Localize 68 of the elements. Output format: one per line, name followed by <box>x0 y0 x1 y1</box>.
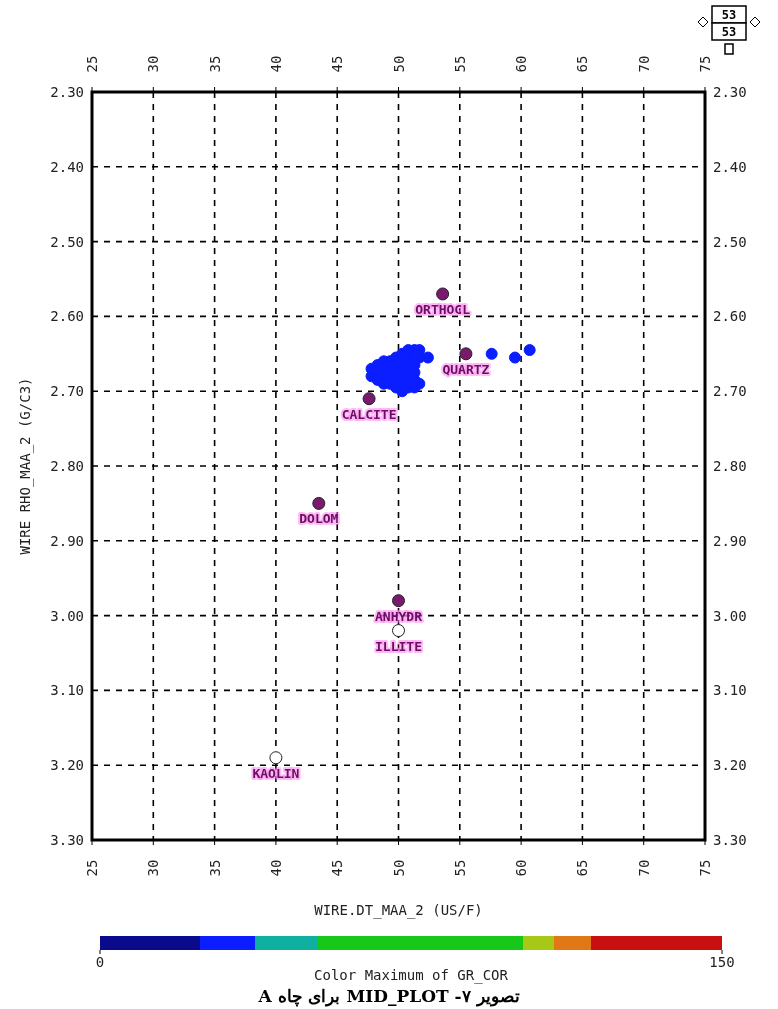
point <box>362 392 376 406</box>
point <box>459 347 473 361</box>
y2-tick-label: 2.30 <box>713 84 747 100</box>
y-axis-title: WIRE RHO_MAA_2 (G/C3) <box>17 377 34 555</box>
y2-tick-label: 2.70 <box>713 383 747 400</box>
x2-tick-label: 40 <box>267 859 284 877</box>
color-bar-title: Color Maximum of GR_COR <box>314 967 509 984</box>
x-tick-label: 25 <box>84 55 100 73</box>
y2-tick-label: 2.60 <box>713 308 747 325</box>
x-tick-label: 60 <box>513 55 530 73</box>
y-tick-label: 2.70 <box>50 383 84 400</box>
y-tick-label: 2.30 <box>50 84 84 100</box>
point <box>269 751 283 765</box>
x2-tick-label: 30 <box>145 859 162 877</box>
x-tick-label: 35 <box>206 55 223 73</box>
x2-tick-label: 25 <box>84 859 100 877</box>
point <box>485 347 498 360</box>
y-tick-label: 3.20 <box>50 757 84 774</box>
y2-tick-label: 3.10 <box>713 682 747 699</box>
text: تصویر ۷- MID_PLOT برای چاه A <box>257 986 520 1007</box>
x-tick-label: 65 <box>574 55 591 73</box>
x-tick-label: 70 <box>635 55 652 73</box>
x2-tick-label: 45 <box>329 859 346 877</box>
color-bar-label: 0 <box>95 954 105 970</box>
y-tick-label: 3.10 <box>50 682 84 699</box>
x-tick-label: 45 <box>329 55 346 73</box>
x2-tick-label: 35 <box>206 859 223 877</box>
y2-tick-label: 3.00 <box>713 607 747 624</box>
x2-tick-label: 65 <box>574 859 591 877</box>
counter-widget: 53 53 <box>697 5 761 55</box>
y2-tick-label: 3.20 <box>713 757 747 774</box>
annotation: ORTHOCL <box>415 301 471 317</box>
annotation: CALCITE <box>341 406 397 422</box>
y-tick-label: 2.40 <box>50 158 84 175</box>
y-tick-label: 2.90 <box>50 532 84 549</box>
annotation: QUARTZ <box>442 361 490 377</box>
annotation: ANHYDR <box>375 608 423 624</box>
x2-tick-label: 70 <box>635 859 652 877</box>
point <box>312 496 326 510</box>
point <box>508 351 521 364</box>
x-tick-label: 50 <box>390 55 407 73</box>
y2-tick-label: 2.50 <box>713 233 747 250</box>
x-tick-label: 75 <box>697 55 713 73</box>
point <box>436 287 450 301</box>
y-tick-label: 2.50 <box>50 233 84 250</box>
annotation: DOLOM <box>299 511 339 527</box>
y2-tick-label: 2.80 <box>713 458 747 474</box>
y-tick-label: 3.30 <box>50 832 84 848</box>
x-axis-title: WIRE.DT_MAA_2 (US/F) <box>314 902 483 919</box>
color-bar-label: 150 <box>709 954 735 970</box>
x2-tick-label: 55 <box>451 859 468 877</box>
x2-tick-label: 60 <box>513 859 530 877</box>
x-tick-label: 40 <box>267 55 284 73</box>
point <box>392 624 405 638</box>
annotation: ILLITE <box>375 638 422 654</box>
y2-tick-label: 2.90 <box>713 532 747 549</box>
y-tick-label: 3.00 <box>50 607 84 624</box>
y-tick-label: 2.80 <box>50 458 84 474</box>
x2-tick-label: 50 <box>390 859 407 877</box>
x-tick-label: 55 <box>451 55 468 73</box>
y2-tick-label: 3.30 <box>713 832 747 848</box>
annotation: KAOLIN <box>252 765 300 781</box>
point <box>523 344 536 357</box>
x-tick-label: 30 <box>145 55 162 73</box>
y2-tick-label: 2.40 <box>713 158 747 175</box>
y-tick-label: 2.60 <box>50 308 84 325</box>
point <box>392 594 405 608</box>
x2-tick-label: 75 <box>697 859 713 877</box>
